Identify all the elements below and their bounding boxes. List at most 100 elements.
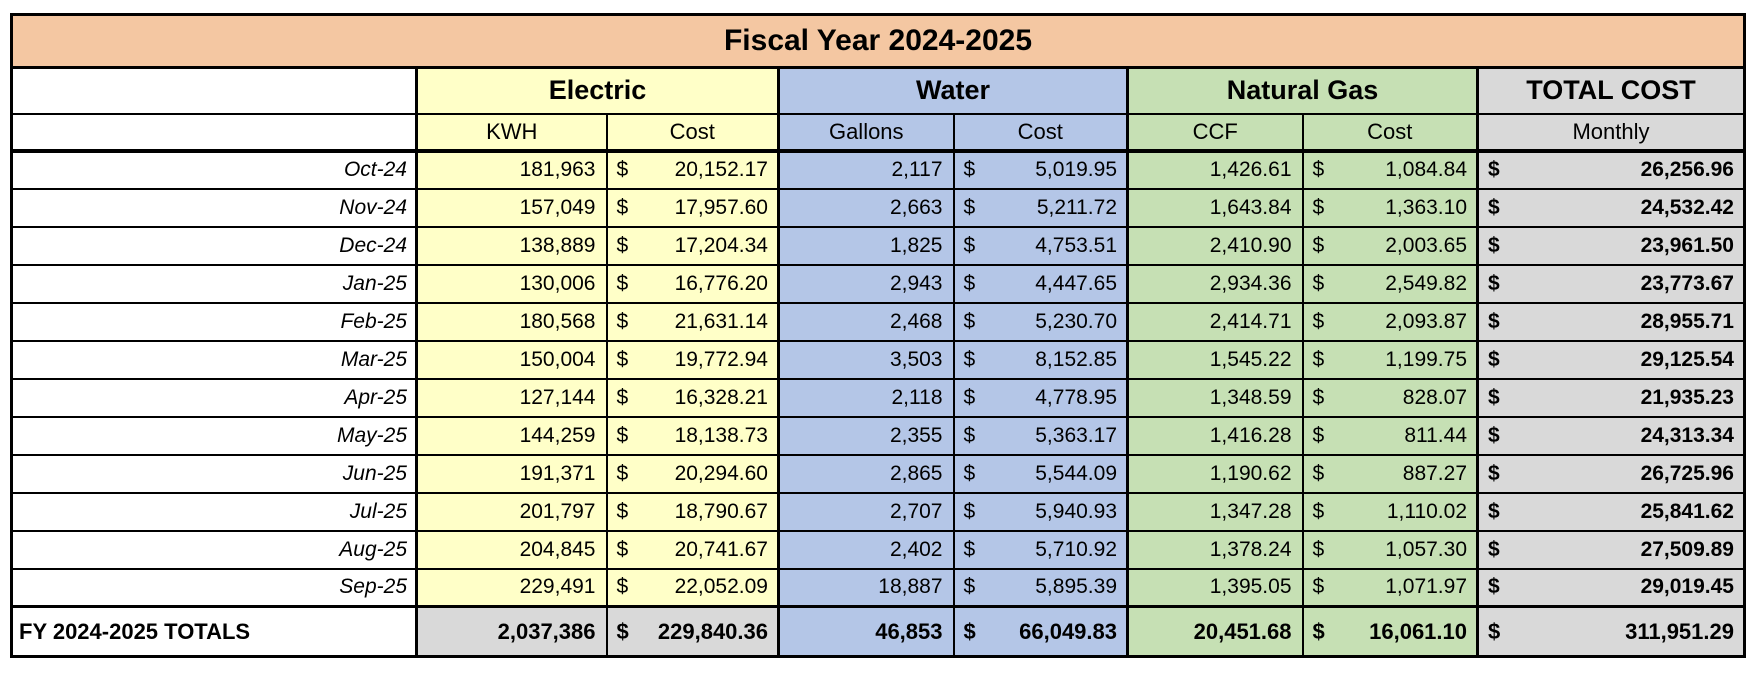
electric-cost-cell[interactable]: $18,138.73 xyxy=(605,415,780,456)
section-header-water[interactable]: Water xyxy=(777,66,1129,115)
section-header-electric[interactable]: Electric xyxy=(415,66,780,115)
electric-cost-cell[interactable]: $22,052.09 xyxy=(605,567,780,608)
ccf-cell[interactable]: 2,934.36 xyxy=(1126,263,1304,304)
ccf-cell[interactable]: 1,643.84 xyxy=(1126,187,1304,228)
subheader-gas-cost[interactable]: Cost xyxy=(1301,112,1479,153)
month-cell[interactable]: Jul-25 xyxy=(10,491,418,532)
month-cell[interactable]: Oct-24 xyxy=(10,149,418,190)
water-cost-cell[interactable]: $5,019.95 xyxy=(952,149,1129,190)
gallons-cell[interactable]: 1,825 xyxy=(777,225,955,266)
monthly-total-cell[interactable]: $29,019.45 xyxy=(1476,567,1746,608)
kwh-cell[interactable]: 229,491 xyxy=(415,567,608,608)
electric-cost-cell[interactable]: $21,631.14 xyxy=(605,301,780,342)
water-cost-cell[interactable]: $4,447.65 xyxy=(952,263,1129,304)
electric-cost-cell[interactable]: $20,152.17 xyxy=(605,149,780,190)
monthly-total-cell[interactable]: $21,935.23 xyxy=(1476,377,1746,418)
monthly-total-cell[interactable]: $25,841.62 xyxy=(1476,491,1746,532)
gallons-cell[interactable]: 2,355 xyxy=(777,415,955,456)
month-cell[interactable]: Nov-24 xyxy=(10,187,418,228)
monthly-total-cell[interactable]: $24,532.42 xyxy=(1476,187,1746,228)
gallons-cell[interactable]: 2,117 xyxy=(777,149,955,190)
totals-monthly-cell[interactable]: $311,951.29 xyxy=(1476,605,1746,658)
month-cell[interactable]: Jan-25 xyxy=(10,263,418,304)
totals-kwh-cell[interactable]: 2,037,386 xyxy=(415,605,608,658)
monthly-total-cell[interactable]: $23,961.50 xyxy=(1476,225,1746,266)
month-cell[interactable]: Feb-25 xyxy=(10,301,418,342)
month-cell[interactable]: Apr-25 xyxy=(10,377,418,418)
gallons-cell[interactable]: 2,468 xyxy=(777,301,955,342)
month-cell[interactable]: Mar-25 xyxy=(10,339,418,380)
totals-electric-cost-cell[interactable]: $229,840.36 xyxy=(605,605,780,658)
water-cost-cell[interactable]: $5,230.70 xyxy=(952,301,1129,342)
water-cost-cell[interactable]: $5,544.09 xyxy=(952,453,1129,494)
gas-cost-cell[interactable]: $2,093.87 xyxy=(1301,301,1479,342)
kwh-cell[interactable]: 157,049 xyxy=(415,187,608,228)
month-cell[interactable]: Sep-25 xyxy=(10,567,418,608)
ccf-cell[interactable]: 1,347.28 xyxy=(1126,491,1304,532)
month-cell[interactable]: Aug-25 xyxy=(10,529,418,570)
water-cost-cell[interactable]: $4,753.51 xyxy=(952,225,1129,266)
gas-cost-cell[interactable]: $1,110.02 xyxy=(1301,491,1479,532)
water-cost-cell[interactable]: $5,940.93 xyxy=(952,491,1129,532)
ccf-cell[interactable]: 1,416.28 xyxy=(1126,415,1304,456)
ccf-cell[interactable]: 1,190.62 xyxy=(1126,453,1304,494)
ccf-cell[interactable]: 1,348.59 xyxy=(1126,377,1304,418)
electric-cost-cell[interactable]: $16,328.21 xyxy=(605,377,780,418)
month-cell[interactable]: Jun-25 xyxy=(10,453,418,494)
gallons-cell[interactable]: 2,402 xyxy=(777,529,955,570)
subheader-kwh[interactable]: KWH xyxy=(415,112,608,153)
water-cost-cell[interactable]: $5,895.39 xyxy=(952,567,1129,608)
electric-cost-cell[interactable]: $16,776.20 xyxy=(605,263,780,304)
electric-cost-cell[interactable]: $19,772.94 xyxy=(605,339,780,380)
monthly-total-cell[interactable]: $29,125.54 xyxy=(1476,339,1746,380)
ccf-cell[interactable]: 2,414.71 xyxy=(1126,301,1304,342)
gas-cost-cell[interactable]: $828.07 xyxy=(1301,377,1479,418)
monthly-total-cell[interactable]: $23,773.67 xyxy=(1476,263,1746,304)
totals-ccf-cell[interactable]: 20,451.68 xyxy=(1126,605,1304,658)
gallons-cell[interactable]: 2,707 xyxy=(777,491,955,532)
totals-label-cell[interactable]: FY 2024-2025 TOTALS xyxy=(10,605,418,658)
electric-cost-cell[interactable]: $20,294.60 xyxy=(605,453,780,494)
month-subheader-blank[interactable] xyxy=(10,112,418,153)
water-cost-cell[interactable]: $5,363.17 xyxy=(952,415,1129,456)
subheader-monthly[interactable]: Monthly xyxy=(1476,112,1746,153)
electric-cost-cell[interactable]: $17,957.60 xyxy=(605,187,780,228)
monthly-total-cell[interactable]: $27,509.89 xyxy=(1476,529,1746,570)
monthly-total-cell[interactable]: $28,955.71 xyxy=(1476,301,1746,342)
gas-cost-cell[interactable]: $887.27 xyxy=(1301,453,1479,494)
section-header-natural-gas[interactable]: Natural Gas xyxy=(1126,66,1479,115)
monthly-total-cell[interactable]: $26,256.96 xyxy=(1476,149,1746,190)
gas-cost-cell[interactable]: $1,071.97 xyxy=(1301,567,1479,608)
kwh-cell[interactable]: 204,845 xyxy=(415,529,608,570)
water-cost-cell[interactable]: $4,778.95 xyxy=(952,377,1129,418)
subheader-electric-cost[interactable]: Cost xyxy=(605,112,780,153)
gas-cost-cell[interactable]: $2,549.82 xyxy=(1301,263,1479,304)
gallons-cell[interactable]: 3,503 xyxy=(777,339,955,380)
gas-cost-cell[interactable]: $1,084.84 xyxy=(1301,149,1479,190)
monthly-total-cell[interactable]: $26,725.96 xyxy=(1476,453,1746,494)
gas-cost-cell[interactable]: $1,057.30 xyxy=(1301,529,1479,570)
electric-cost-cell[interactable]: $17,204.34 xyxy=(605,225,780,266)
gallons-cell[interactable]: 2,663 xyxy=(777,187,955,228)
gas-cost-cell[interactable]: $811.44 xyxy=(1301,415,1479,456)
kwh-cell[interactable]: 191,371 xyxy=(415,453,608,494)
subheader-ccf[interactable]: CCF xyxy=(1126,112,1304,153)
ccf-cell[interactable]: 2,410.90 xyxy=(1126,225,1304,266)
ccf-cell[interactable]: 1,395.05 xyxy=(1126,567,1304,608)
kwh-cell[interactable]: 138,889 xyxy=(415,225,608,266)
subheader-gallons[interactable]: Gallons xyxy=(777,112,955,153)
month-cell[interactable]: May-25 xyxy=(10,415,418,456)
water-cost-cell[interactable]: $5,710.92 xyxy=(952,529,1129,570)
totals-gas-cost-cell[interactable]: $16,061.10 xyxy=(1301,605,1479,658)
kwh-cell[interactable]: 201,797 xyxy=(415,491,608,532)
gallons-cell[interactable]: 2,118 xyxy=(777,377,955,418)
kwh-cell[interactable]: 181,963 xyxy=(415,149,608,190)
section-header-total-cost[interactable]: TOTAL COST xyxy=(1476,66,1746,115)
ccf-cell[interactable]: 1,378.24 xyxy=(1126,529,1304,570)
gallons-cell[interactable]: 18,887 xyxy=(777,567,955,608)
kwh-cell[interactable]: 130,006 xyxy=(415,263,608,304)
kwh-cell[interactable]: 180,568 xyxy=(415,301,608,342)
electric-cost-cell[interactable]: $20,741.67 xyxy=(605,529,780,570)
electric-cost-cell[interactable]: $18,790.67 xyxy=(605,491,780,532)
gallons-cell[interactable]: 2,865 xyxy=(777,453,955,494)
